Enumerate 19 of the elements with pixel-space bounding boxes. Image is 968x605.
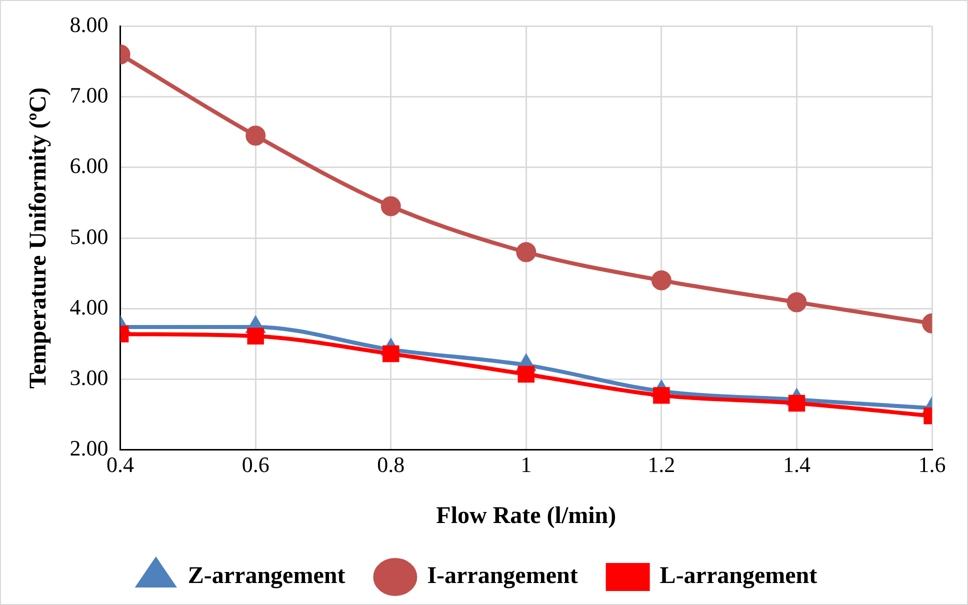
x-tick-label: 0.4 [106, 452, 134, 477]
legend-label: Z-arrangement [188, 563, 346, 590]
x-tick-label: 1.6 [918, 452, 946, 477]
x-tick-label: 0.8 [377, 452, 405, 477]
y-tick-label: 4.00 [70, 294, 108, 320]
y-axis-title: Temperature Uniformity (ºC) [26, 87, 52, 389]
legend-label: L-arrangement [660, 563, 818, 590]
y-tick-label: 6.00 [70, 153, 108, 178]
x-tick-label: 0.6 [242, 452, 270, 477]
y-tick-label: 3.00 [70, 364, 108, 390]
x-axis-title: Flow Rate (l/min) [436, 502, 616, 529]
x-tick-label: 1.2 [648, 452, 676, 477]
legend-label: I-arrangement [427, 563, 578, 590]
y-tick-label: 5.00 [70, 224, 108, 249]
y-tick-label: 2.00 [70, 436, 108, 461]
y-tick-label: 8.00 [70, 12, 108, 37]
x-tick-label: 1.4 [782, 452, 810, 477]
x-tick-label: 1 [520, 452, 532, 477]
y-tick-label: 7.00 [70, 82, 108, 108]
